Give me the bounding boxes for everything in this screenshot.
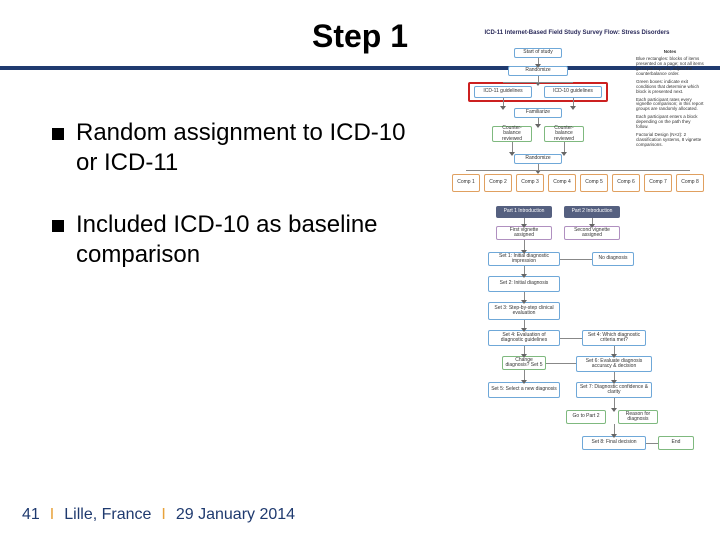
connector-horizontal — [646, 443, 658, 444]
notes-item: Green boxes: indicate exit conditions th… — [636, 80, 704, 95]
flow-box-p1: Part 1 Introduction — [496, 206, 552, 218]
arrow-down-icon — [500, 106, 506, 110]
bullet-text: Random assignment to ICD-10 or ICD-11 — [76, 118, 422, 178]
flowchart-title: ICD-11 Internet-Based Field Study Survey… — [448, 30, 706, 37]
flow-box-c7: Comp 7 — [644, 174, 672, 192]
flow-box-g2: Reason for diagnosis — [618, 410, 658, 424]
connector-horizontal — [560, 338, 582, 339]
connector-horizontal — [466, 170, 690, 171]
arrow-down-icon — [521, 250, 527, 254]
flow-box-s4: Set 4: Evaluation of diagnostic guidelin… — [488, 330, 560, 346]
footer-separator: I — [161, 506, 165, 524]
flowchart-notes: Notes Blue rectangles: blocks of items p… — [636, 50, 704, 151]
flow-box-v2: Second vignette assigned — [564, 226, 620, 240]
flow-box-c1: Comp 1 — [452, 174, 480, 192]
flow-box-c5: Comp 5 — [580, 174, 608, 192]
flow-box-chg: Change diagnosis? Set 5 — [502, 356, 546, 370]
arrow-down-icon — [589, 224, 595, 228]
footer-location: Lille, France — [64, 506, 151, 524]
flow-box-c6: Comp 6 — [612, 174, 640, 192]
notes-heading: Notes — [636, 50, 704, 55]
page-number: 41 — [22, 506, 40, 524]
flow-box-s6: Set 6: Evaluate diagnosis accuracy & dec… — [576, 356, 652, 372]
notes-item: Factorial Design (N×2): 2 classification… — [636, 133, 704, 148]
arrow-down-icon — [535, 124, 541, 128]
footer: 41 I Lille, France I 29 January 2014 — [22, 506, 295, 524]
flowchart: ICD-11 Internet-Based Field Study Survey… — [448, 30, 706, 510]
flow-box-s3: Set 3: Step-by-step clinical evaluation — [488, 302, 560, 320]
arrow-down-icon — [611, 380, 617, 384]
arrow-down-icon — [611, 354, 617, 358]
flow-box-c3: Comp 3 — [516, 174, 544, 192]
bullet-list: Random assignment to ICD-10 or ICD-11 In… — [52, 118, 422, 302]
notes-item: Each participant rates every vignette co… — [636, 98, 704, 113]
arrow-down-icon — [611, 408, 617, 412]
arrow-down-icon — [535, 64, 541, 68]
flow-box-rand2: Randomize — [514, 154, 562, 164]
bullet-icon — [52, 220, 64, 232]
flow-box-s4w: Set 4: Which diagnostic criteria met? — [582, 330, 646, 346]
connector-horizontal — [503, 82, 573, 83]
flow-box-p2: Part 2 Introduction — [564, 206, 620, 218]
flow-box-v1: First vignette assigned — [496, 226, 552, 240]
arrow-down-icon — [521, 224, 527, 228]
flow-box-s7: Set 7: Diagnostic confidence & clarity — [576, 382, 652, 398]
flow-box-s2: Set 2: Initial diagnosis — [488, 276, 560, 292]
arrow-down-icon — [611, 434, 617, 438]
flow-box-g1: Go to Part 2 — [566, 410, 606, 424]
flow-box-s5: Set 5: Select a new diagnosis — [488, 382, 560, 398]
arrow-down-icon — [521, 380, 527, 384]
connector-horizontal — [546, 363, 576, 364]
connector-horizontal — [560, 259, 592, 260]
arrow-down-icon — [521, 328, 527, 332]
bullet-icon — [52, 128, 64, 140]
flow-box-c8: Comp 8 — [676, 174, 704, 192]
bullet-text: Included ICD-10 as baseline comparison — [76, 210, 422, 270]
flow-box-c2: Comp 2 — [484, 174, 512, 192]
arrow-down-icon — [570, 106, 576, 110]
footer-separator: I — [50, 506, 54, 524]
arrow-down-icon — [521, 354, 527, 358]
arrow-down-icon — [561, 152, 567, 156]
arrow-down-icon — [521, 300, 527, 304]
flow-box-last: Set 8: Final decision — [582, 436, 646, 450]
flow-box-s1: Set 1: Initial diagnostic impression — [488, 252, 560, 266]
flow-box-start: Start of study — [514, 48, 562, 58]
footer-date: 29 January 2014 — [176, 506, 295, 524]
flow-box-cb2: Counter-balance reviewed — [544, 126, 584, 142]
arrow-down-icon — [509, 152, 515, 156]
flow-box-famil: Familiarize — [514, 108, 562, 118]
flow-box-cb1: Counter-balance reviewed — [492, 126, 532, 142]
notes-item: Each participant enters a block dependin… — [636, 115, 704, 130]
arrow-down-icon — [521, 274, 527, 278]
flow-box-nodx: No diagnosis — [592, 252, 634, 266]
notes-item: Blue rectangles: blocks of items present… — [636, 57, 704, 77]
flow-box-c4: Comp 4 — [548, 174, 576, 192]
bullet-item: Included ICD-10 as baseline comparison — [52, 210, 422, 270]
bullet-item: Random assignment to ICD-10 or ICD-11 — [52, 118, 422, 178]
flow-box-end: End — [658, 436, 694, 450]
